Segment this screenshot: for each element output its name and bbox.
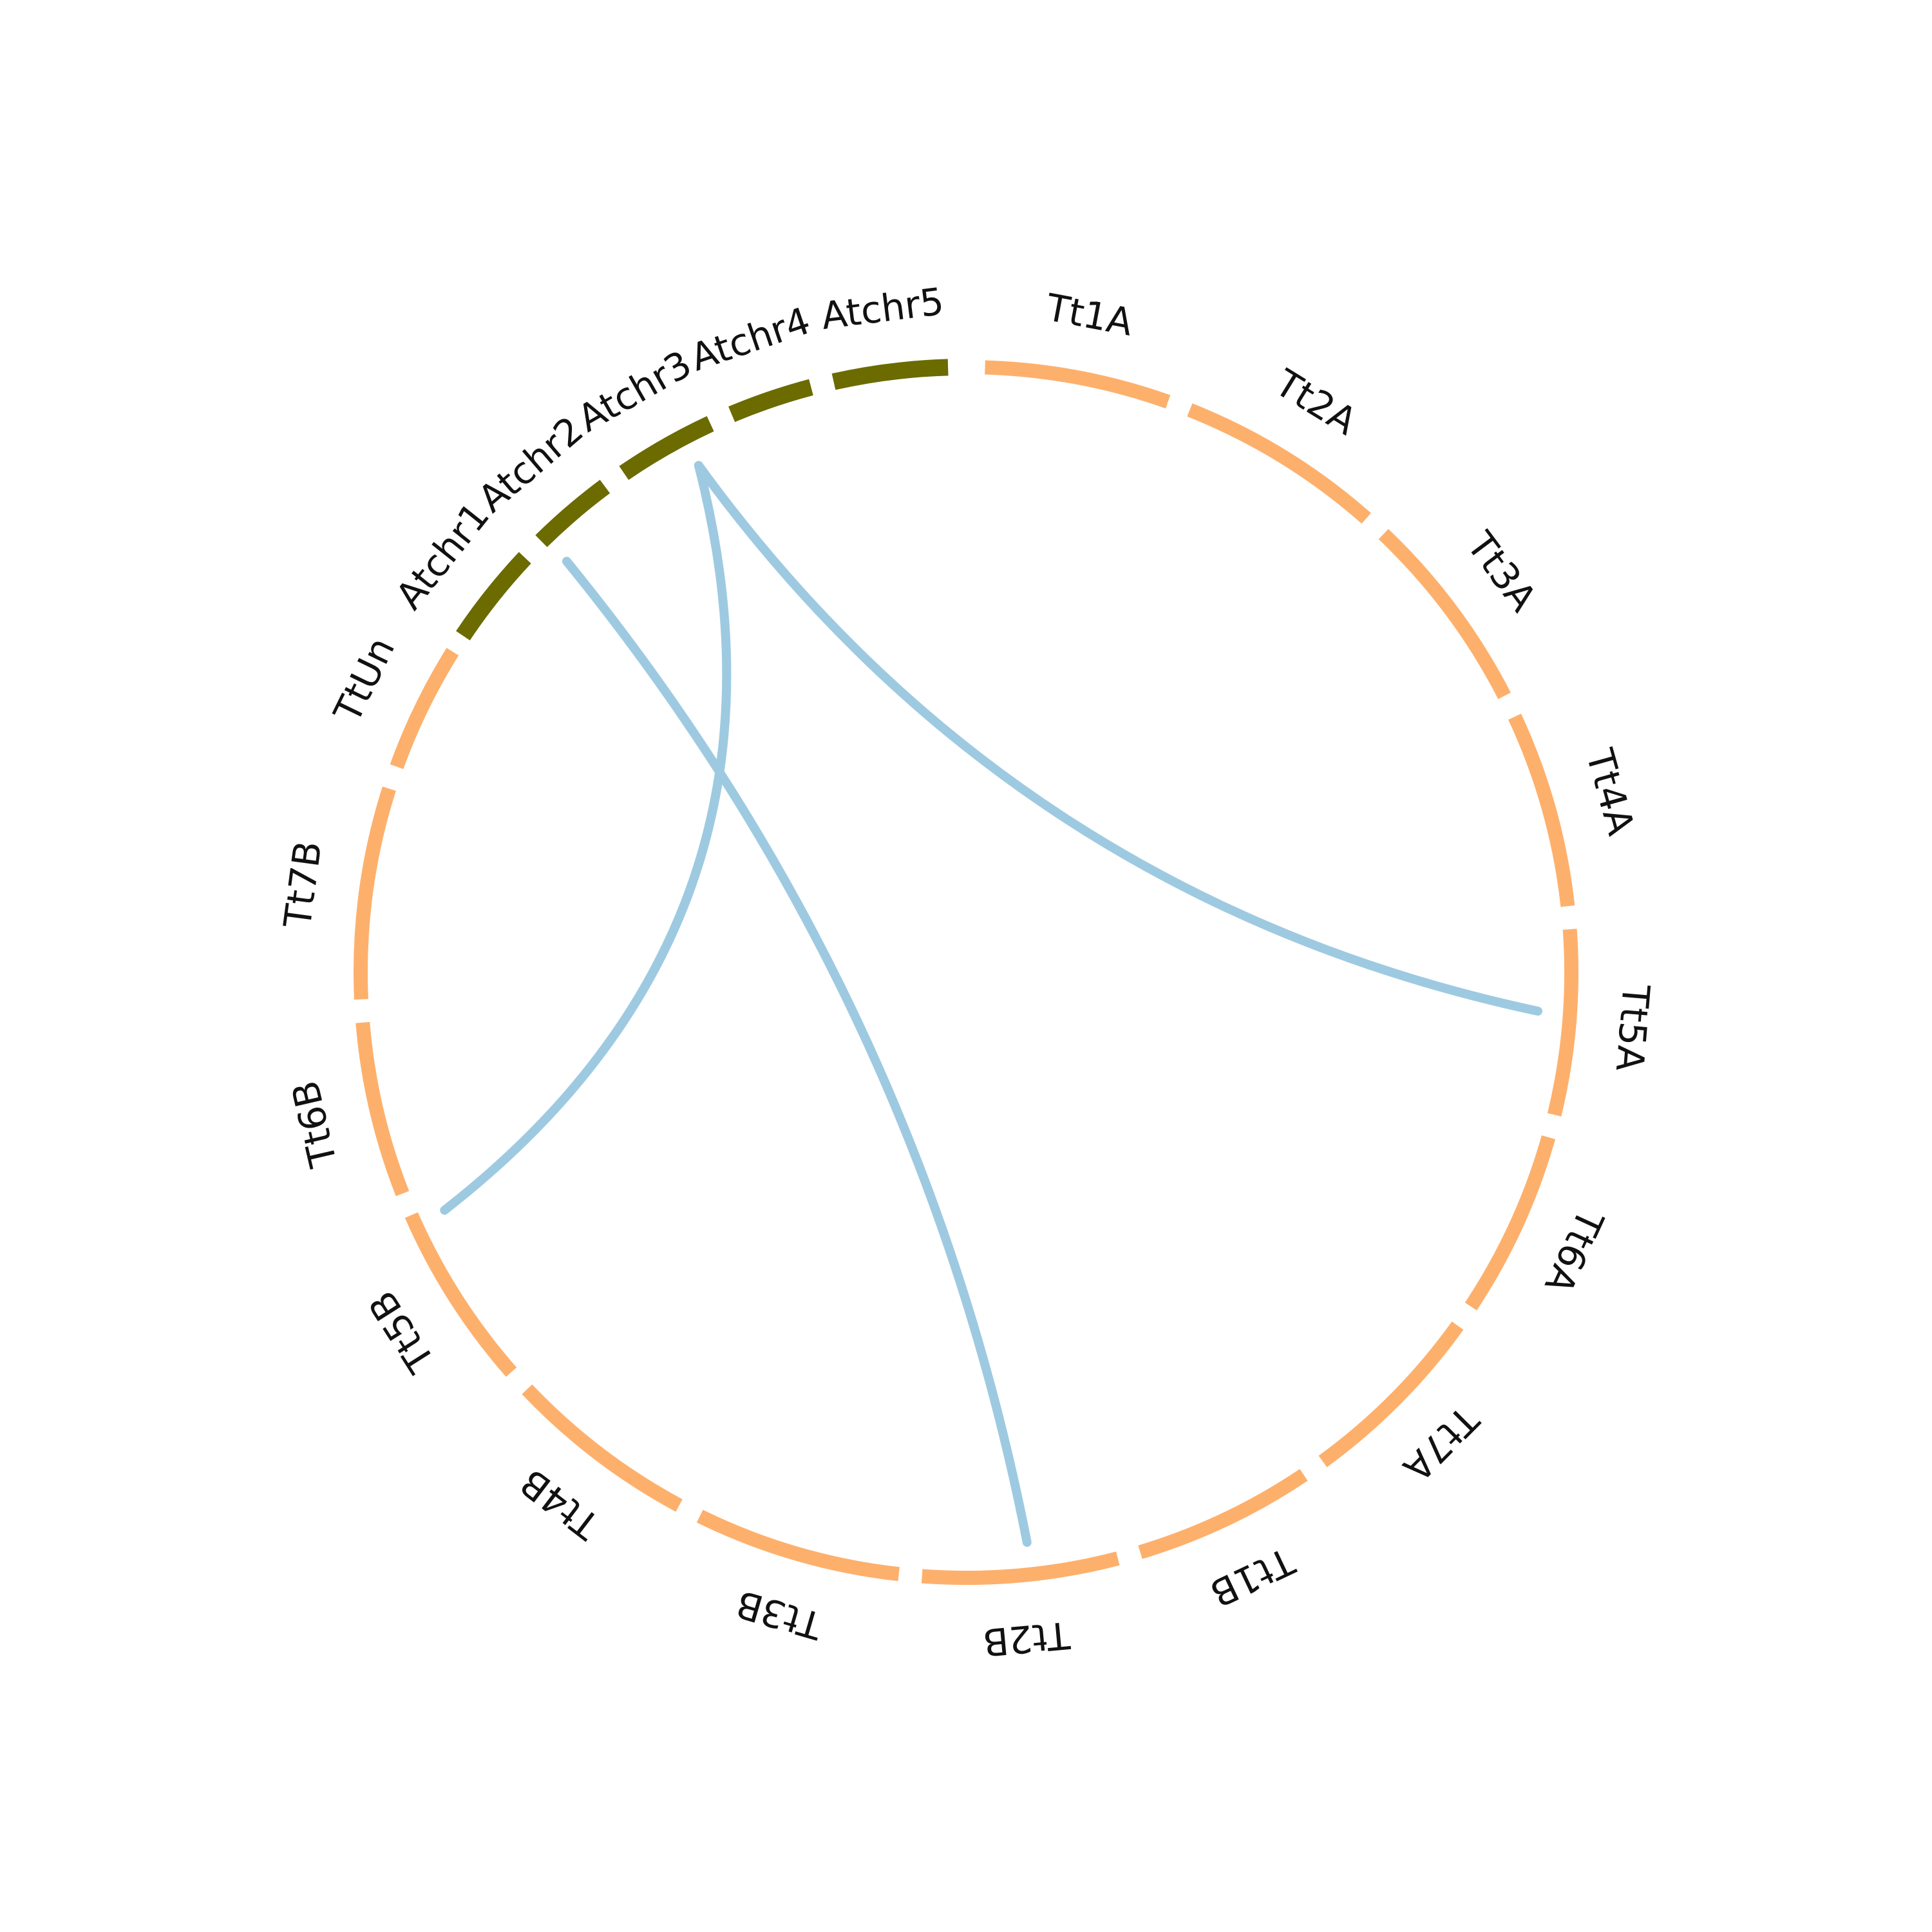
segment-tt7b: [354, 786, 396, 1000]
segment-tt4a: [1508, 714, 1575, 907]
segment-atchr1: [456, 552, 531, 641]
link-atchr3-tt5a: [694, 460, 1542, 1016]
segment-tt1a: [985, 360, 1171, 409]
segment-atchr3: [619, 416, 714, 480]
segment-label-tt4a: Tt4A: [1577, 744, 1643, 840]
segment-label-tt4b: Tt4B: [512, 1461, 608, 1549]
segment-label-tt1a: Tt1A: [1042, 285, 1136, 345]
segment-tt3a: [1378, 529, 1511, 699]
segment-label-atchr4: Atchr4: [685, 299, 816, 380]
segment-tt6b: [355, 1021, 410, 1197]
segment-label-ttun: TtUn: [325, 630, 404, 730]
segment-label-tt5b: Tt5B: [360, 1283, 444, 1381]
segment-tt4b: [522, 1384, 683, 1512]
segment-label-tt6a: Tt6A: [1536, 1202, 1613, 1300]
segment-label-tt7b: Tt7B: [275, 838, 330, 931]
segment-label-tt2a: Tt2A: [1267, 361, 1365, 444]
segment-atchr4: [728, 379, 813, 422]
segment-tt1b: [1138, 1468, 1308, 1559]
segment-label-tt7a: Tt7A: [1394, 1397, 1487, 1490]
segment-tt5a: [1547, 929, 1578, 1117]
segment-label-tt2b: Tt2B: [981, 1613, 1072, 1665]
segment-tt7a: [1318, 1321, 1464, 1468]
segment-tt3b: [696, 1510, 900, 1582]
segment-tt5b: [404, 1212, 517, 1377]
segment-label-tt6b: Tt6B: [283, 1077, 346, 1172]
link-atchr2-tt2b: [562, 556, 1032, 1547]
segment-tt2a: [1187, 403, 1371, 524]
segment-ttun: [390, 648, 459, 770]
link-atchr3-tt5b: [440, 460, 732, 1215]
segment-label-tt5a: Tt5A: [1607, 982, 1658, 1073]
segment-atchr2: [535, 480, 611, 547]
segment-label-atchr3: Atchr3: [571, 342, 699, 441]
segment-label-tt1b: Tt1B: [1204, 1539, 1302, 1616]
segment-atchr5: [831, 359, 949, 390]
links-layer: [440, 460, 1542, 1547]
segment-label-tt3a: Tt3A: [1458, 524, 1546, 620]
segment-label-tt3b: Tt3B: [731, 1582, 827, 1648]
segment-tt2b: [921, 1551, 1120, 1585]
segment-tt6a: [1464, 1135, 1556, 1311]
segment-label-atchr5: Atchr5: [819, 279, 947, 338]
segments-layer: [354, 359, 1578, 1585]
